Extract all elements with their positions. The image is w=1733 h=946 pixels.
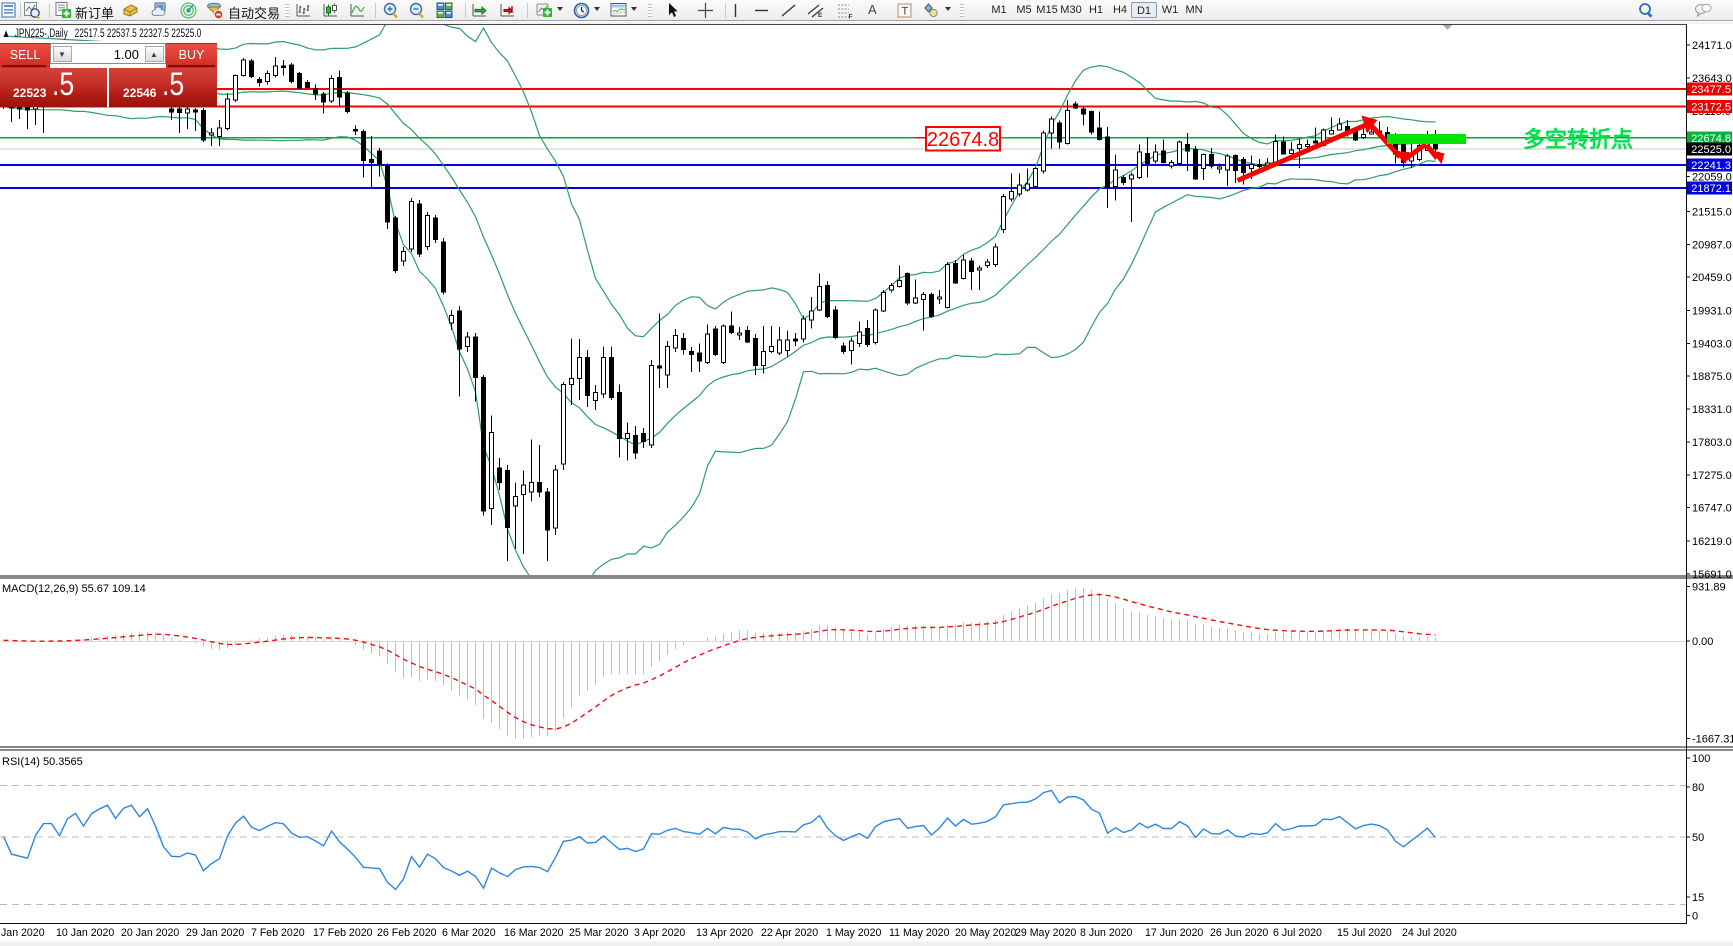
svg-text:21515.0: 21515.0 bbox=[1692, 207, 1732, 219]
svg-text:RSI(14) 50.3565: RSI(14) 50.3565 bbox=[2, 756, 83, 768]
svg-text:16 Mar 2020: 16 Mar 2020 bbox=[504, 927, 564, 939]
svg-text:多空转折点: 多空转折点 bbox=[1523, 127, 1633, 152]
svg-text:13 Apr 2020: 13 Apr 2020 bbox=[696, 927, 753, 939]
svg-text:19403.0: 19403.0 bbox=[1692, 338, 1732, 350]
svg-text:MACD(12,26,9) 55.67 109.14: MACD(12,26,9) 55.67 109.14 bbox=[2, 583, 146, 595]
svg-text:3 Apr 2020: 3 Apr 2020 bbox=[634, 927, 685, 939]
svg-text:23477.5: 23477.5 bbox=[1691, 84, 1731, 96]
svg-text:15: 15 bbox=[1692, 892, 1704, 904]
svg-text:22 Apr 2020: 22 Apr 2020 bbox=[761, 927, 818, 939]
svg-text:931.89: 931.89 bbox=[1692, 582, 1726, 594]
svg-text:23172.5: 23172.5 bbox=[1691, 102, 1731, 114]
svg-text:0.00: 0.00 bbox=[1692, 636, 1713, 648]
svg-text:T: T bbox=[902, 6, 909, 18]
svg-text:80: 80 bbox=[1692, 782, 1704, 794]
svg-text:20459.0: 20459.0 bbox=[1692, 272, 1732, 284]
svg-text:15 Jul 2020: 15 Jul 2020 bbox=[1337, 927, 1392, 939]
svg-text:Jan 2020: Jan 2020 bbox=[1, 927, 45, 939]
svg-text:11 May 2020: 11 May 2020 bbox=[889, 927, 950, 939]
svg-text:19931.0: 19931.0 bbox=[1692, 306, 1732, 318]
svg-text:22674.8: 22674.8 bbox=[927, 129, 999, 151]
svg-text:50: 50 bbox=[1692, 832, 1704, 844]
svg-text:21872.1: 21872.1 bbox=[1691, 183, 1731, 195]
svg-text:E: E bbox=[818, 12, 823, 19]
svg-text:16219.0: 16219.0 bbox=[1692, 536, 1732, 548]
svg-text:17275.0: 17275.0 bbox=[1692, 470, 1732, 482]
svg-text:20987.0: 20987.0 bbox=[1692, 239, 1732, 251]
svg-text:100: 100 bbox=[1692, 753, 1710, 765]
svg-text:16747.0: 16747.0 bbox=[1692, 503, 1732, 515]
svg-text:18331.0: 18331.0 bbox=[1692, 404, 1732, 416]
svg-text:20 Jan 2020: 20 Jan 2020 bbox=[121, 927, 179, 939]
svg-text:22525.0: 22525.0 bbox=[1691, 144, 1731, 156]
svg-text:7 Feb 2020: 7 Feb 2020 bbox=[251, 927, 305, 939]
svg-text:20 May 2020: 20 May 2020 bbox=[955, 927, 1016, 939]
svg-text:6 Mar 2020: 6 Mar 2020 bbox=[442, 927, 496, 939]
svg-text:25 Mar 2020: 25 Mar 2020 bbox=[569, 927, 629, 939]
svg-text:F: F bbox=[849, 14, 853, 20]
svg-text:26 Feb 2020: 26 Feb 2020 bbox=[377, 927, 437, 939]
svg-text:6 Jul 2020: 6 Jul 2020 bbox=[1273, 927, 1322, 939]
svg-text:8 Jun 2020: 8 Jun 2020 bbox=[1080, 927, 1133, 939]
svg-text:24 Jul 2020: 24 Jul 2020 bbox=[1402, 927, 1457, 939]
svg-text:22241.3: 22241.3 bbox=[1691, 160, 1731, 172]
svg-text:10 Jan 2020: 10 Jan 2020 bbox=[56, 927, 114, 939]
svg-text:0: 0 bbox=[1692, 911, 1698, 923]
svg-text:23643.0: 23643.0 bbox=[1692, 73, 1732, 85]
svg-text:17 Feb 2020: 17 Feb 2020 bbox=[313, 927, 373, 939]
svg-text:-1667.31: -1667.31 bbox=[1692, 734, 1733, 746]
svg-text:17 Jun 2020: 17 Jun 2020 bbox=[1145, 927, 1203, 939]
svg-text:17803.0: 17803.0 bbox=[1692, 437, 1732, 449]
svg-text:29 Jan 2020: 29 Jan 2020 bbox=[186, 927, 244, 939]
svg-text:29 May 2020: 29 May 2020 bbox=[1015, 927, 1076, 939]
svg-text:24171.0: 24171.0 bbox=[1692, 40, 1732, 52]
svg-text:22674.8: 22674.8 bbox=[1691, 133, 1731, 145]
svg-text:15691.0: 15691.0 bbox=[1692, 569, 1732, 581]
svg-text:22059.0: 22059.0 bbox=[1692, 171, 1732, 183]
svg-text:26 Jun 2020: 26 Jun 2020 bbox=[1210, 927, 1268, 939]
svg-text:18875.0: 18875.0 bbox=[1692, 371, 1732, 383]
svg-text:1 May 2020: 1 May 2020 bbox=[826, 927, 881, 939]
